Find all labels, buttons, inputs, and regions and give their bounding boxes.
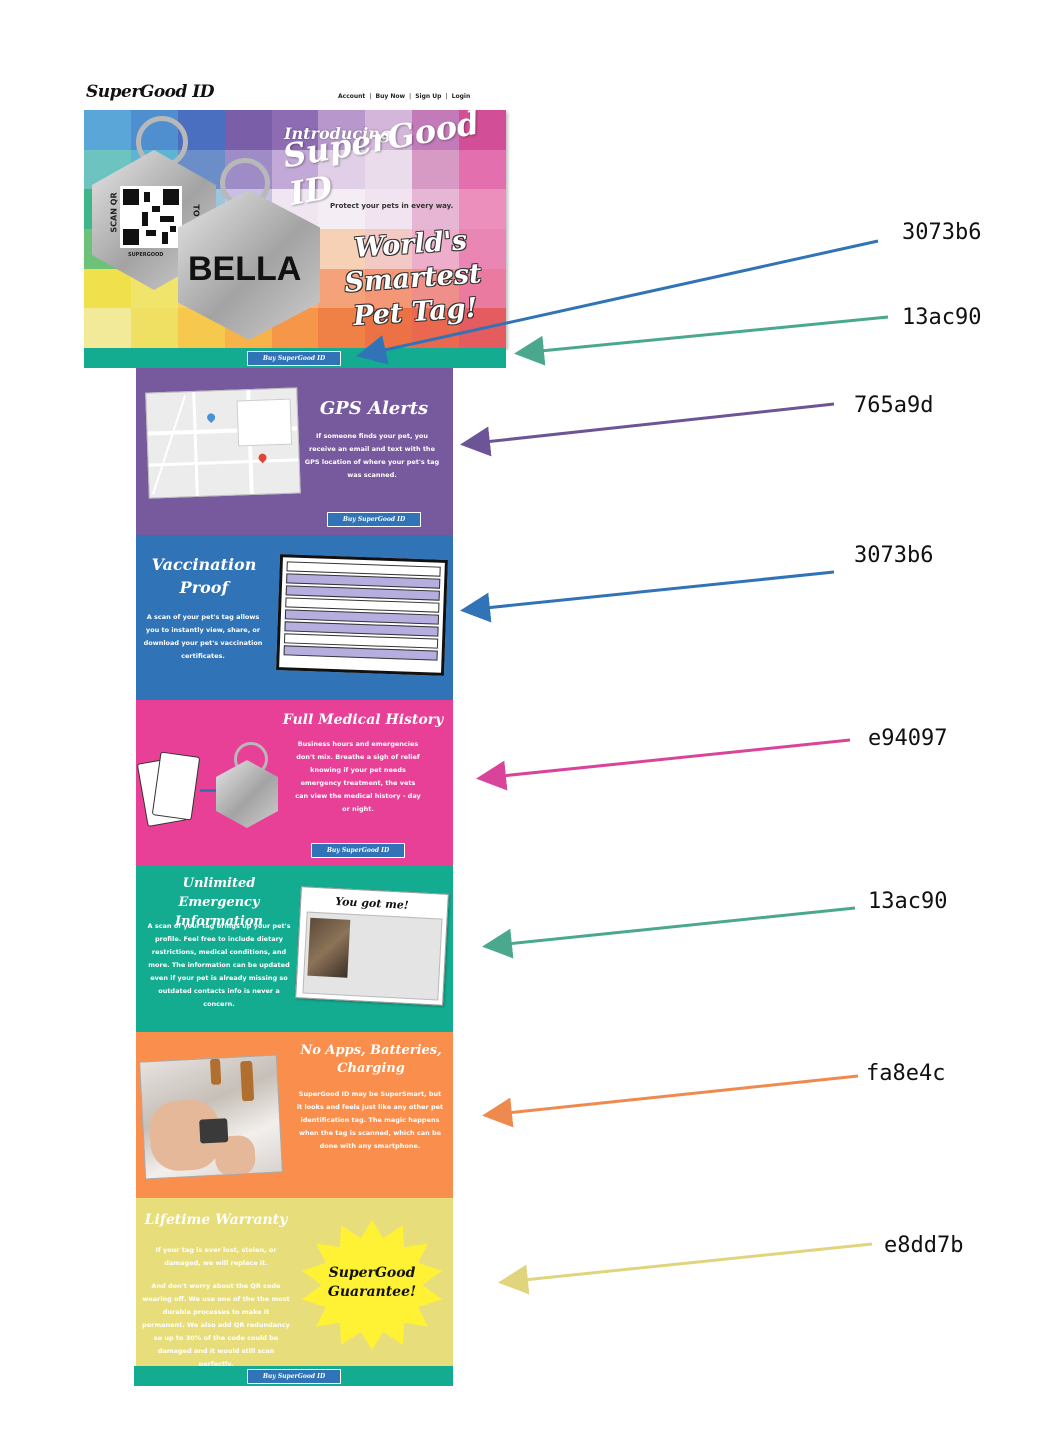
- annotation-arrow: [498, 1242, 873, 1295]
- annotation-arrow: [514, 315, 889, 366]
- section-body: And don't worry about the QR code wearin…: [142, 1282, 290, 1368]
- footer-buy-button[interactable]: Buy SuperGood ID: [247, 1369, 341, 1384]
- nav-login-link[interactable]: Login: [451, 93, 471, 100]
- hero-button-bar: Buy SuperGood ID: [84, 348, 506, 368]
- section-lifetime-warranty: Lifetime Warranty If your tag is ever lo…: [136, 1198, 453, 1368]
- annotation-arrow: [482, 1074, 859, 1128]
- gps-buy-button[interactable]: Buy SuperGood ID: [327, 512, 421, 527]
- section-body: If someone finds your pet, you receive a…: [304, 432, 440, 479]
- top-nav: Account | Buy Now | Sign Up | Login: [338, 93, 470, 100]
- guarantee-badge-text: SuperGood Guarantee!: [312, 1264, 432, 1302]
- annotation-label: e8dd7b: [884, 1233, 964, 1258]
- section-title: Unlimited Emergency Information: [175, 876, 263, 929]
- section-title: Lifetime Warranty: [144, 1212, 288, 1228]
- section-body: If your tag is ever lost, stolen, or dam…: [155, 1246, 277, 1267]
- nav-account-link[interactable]: Account: [338, 93, 366, 100]
- tag-pet-name: BELLA: [188, 250, 302, 288]
- section-emergency-info: Unlimited Emergency Information A scan o…: [136, 866, 453, 1032]
- section-vaccination-proof: Vaccination Proof A scan of your pet's t…: [136, 535, 453, 700]
- nav-separator: |: [369, 93, 372, 100]
- annotation-arrow: [476, 738, 851, 791]
- annotation-arrow: [482, 906, 856, 959]
- nav-buy-now-link[interactable]: Buy Now: [375, 93, 406, 100]
- annotation-arrow: [460, 570, 835, 623]
- nav-separator: |: [445, 93, 448, 100]
- annotation-label: 3073b6: [854, 543, 934, 568]
- annotation-label: 13ac90: [868, 889, 948, 914]
- section-body: Business hours and emergencies don't mix…: [295, 740, 421, 813]
- hero-intro: Introducing: [284, 124, 392, 143]
- section-body: SuperGood ID may be SuperSmart, but it l…: [296, 1090, 444, 1150]
- section-title: Full Medical History: [282, 712, 444, 728]
- annotation-label: 3073b6: [902, 220, 982, 245]
- hero-buy-button[interactable]: Buy SuperGood ID: [247, 351, 341, 366]
- annotation-arrow: [460, 402, 835, 457]
- section-title: Vaccination Proof: [151, 555, 257, 597]
- footer-button-bar: Buy SuperGood ID: [134, 1366, 453, 1386]
- section-title: No Apps, Batteries, Charging: [300, 1043, 442, 1076]
- arrow-right-icon: [200, 789, 216, 792]
- badge-line: SuperGood: [328, 1265, 416, 1281]
- hero-subtitle: Protect your pets in every way.: [330, 202, 454, 210]
- site-logo[interactable]: SuperGood ID: [86, 82, 215, 102]
- section-medical-history: Full Medical History Business hours and …: [136, 700, 453, 866]
- annotation-label: 13ac90: [902, 305, 982, 330]
- section-no-apps: No Apps, Batteries, Charging SuperGood I…: [136, 1032, 453, 1198]
- tag-brand-text: SUPERGOOD: [128, 252, 164, 258]
- section-body: A scan of your pet's tag allows you to i…: [143, 613, 263, 660]
- nav-separator: |: [409, 93, 412, 100]
- badge-line: Guarantee!: [327, 1284, 417, 1300]
- medical-buy-button[interactable]: Buy SuperGood ID: [311, 843, 405, 858]
- annotation-label: e94097: [868, 726, 948, 751]
- hero-banner: SCAN QR TO SUPERGOOD BELLA Introducing S…: [84, 110, 506, 348]
- section-body: A scan of your tag brings up your pet's …: [147, 922, 291, 1008]
- annotation-label: fa8e4c: [866, 1061, 946, 1086]
- section-gps-alerts: GPS Alerts If someone finds your pet, yo…: [136, 368, 453, 535]
- annotation-label: 765a9d: [854, 393, 934, 418]
- section-title: GPS Alerts: [319, 398, 429, 419]
- annotation-arrow: [356, 239, 879, 365]
- qr-code-icon: [120, 186, 182, 248]
- nav-sign-up-link[interactable]: Sign Up: [415, 93, 442, 100]
